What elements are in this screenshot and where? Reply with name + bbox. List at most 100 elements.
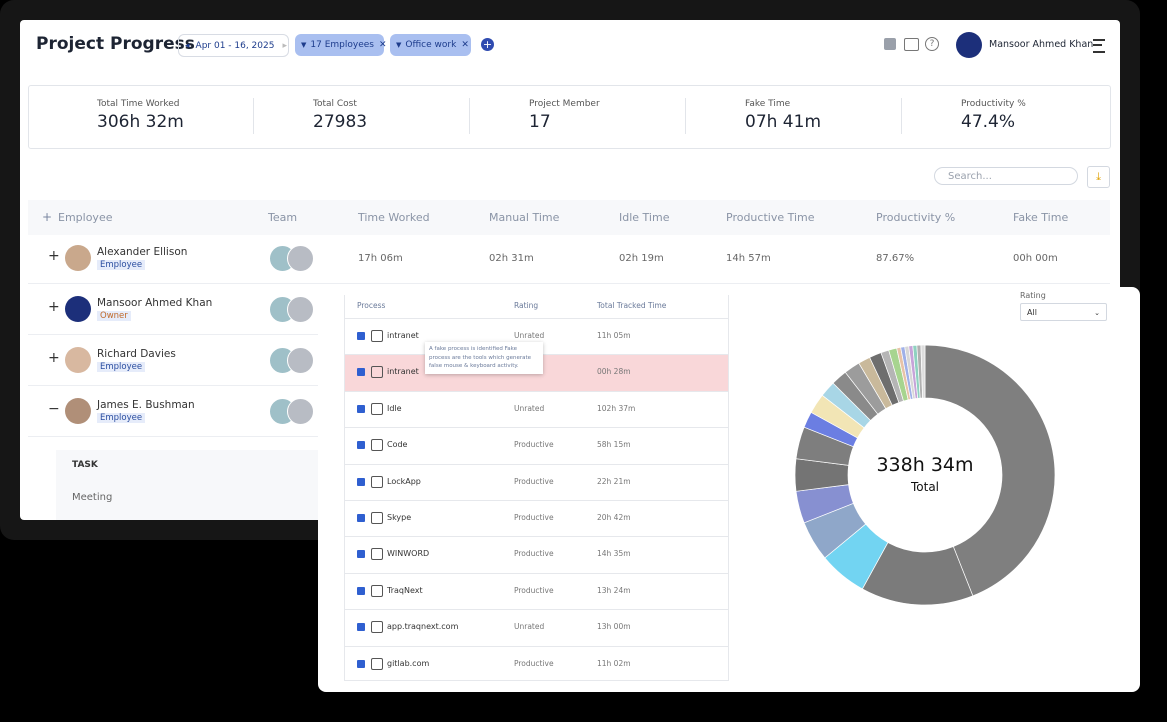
tracked-time: 11h 02m: [597, 658, 631, 668]
process-name: TraqNext: [387, 585, 423, 595]
task-header: TASK: [72, 460, 98, 470]
cell: 87.67%: [876, 253, 915, 264]
process-name: Idle: [387, 403, 402, 413]
rating-select[interactable]: All ⌄: [1020, 303, 1107, 321]
table-header: + Employee Team Time Worked Manual Time Idle …: [28, 200, 1110, 235]
rating-label: Rating: [1020, 291, 1046, 300]
checkbox[interactable]: [357, 659, 365, 668]
process-table: Process Rating Total Tracked Time intranet U…: [344, 295, 729, 681]
stat-value: 306h 32m: [97, 112, 184, 132]
rating: Productive: [514, 658, 554, 668]
stat-value: 47.4%: [961, 112, 1016, 132]
role-badge: Employee: [97, 260, 146, 270]
employee-avatar: [65, 296, 91, 322]
column-header: Idle Time: [619, 211, 670, 224]
process-panel: Process Rating Total Tracked Time intranet U…: [318, 287, 1140, 692]
donut-chart: 338h 34m Total: [794, 344, 1056, 606]
icon[interactable]: [884, 38, 896, 50]
search-box[interactable]: Search...: [934, 167, 1078, 185]
column-header: Rating: [514, 301, 539, 310]
role-badge: Employee: [97, 362, 146, 372]
process-row: [345, 645, 728, 683]
stat-label: Total Cost: [313, 99, 357, 109]
cell: 02h 31m: [489, 253, 534, 264]
checkbox[interactable]: [357, 514, 365, 522]
column-header: Total Tracked Time: [597, 301, 667, 310]
checkbox[interactable]: [357, 623, 365, 632]
expand-all[interactable]: +: [42, 210, 53, 224]
process-row: [345, 572, 728, 610]
filter-pill[interactable]: ▼ Office work ✕: [390, 34, 471, 56]
employee-avatar: [65, 398, 91, 424]
user-avatar[interactable]: [956, 32, 982, 58]
cell: 14h 57m: [726, 253, 771, 264]
stat-value: 07h 41m: [745, 112, 822, 132]
tracked-time: 13h 24m: [597, 585, 631, 595]
download-button[interactable]: ⤓: [1087, 166, 1110, 188]
checkbox[interactable]: [357, 404, 365, 413]
stat-value: 17: [529, 112, 551, 132]
divider: [469, 98, 470, 134]
stat-value: 27983: [313, 112, 368, 132]
process-icon: [371, 330, 383, 342]
column-header: Productive Time: [726, 211, 815, 224]
checkbox[interactable]: [357, 441, 365, 450]
summary-box: Total Time Worked 306h 32m Total Cost 27983…: [28, 85, 1111, 149]
checkbox[interactable]: [357, 550, 365, 559]
checkbox[interactable]: [357, 332, 365, 340]
checkbox[interactable]: [357, 368, 365, 377]
chat-icon[interactable]: [904, 38, 919, 51]
cell: 02h 19m: [619, 253, 664, 264]
tracked-time: 11h 05m: [597, 331, 631, 340]
divider: [253, 98, 254, 134]
process-name: gitlab.com: [387, 658, 430, 668]
employee-avatar: [65, 245, 91, 271]
rating: Productive: [514, 440, 554, 450]
checkbox[interactable]: [357, 477, 365, 486]
expand-toggle[interactable]: +: [48, 299, 60, 315]
menu-icon[interactable]: [1093, 39, 1105, 53]
team-avatar: [287, 296, 314, 323]
help-icon[interactable]: ?: [925, 37, 939, 51]
cell: 17h 06m: [358, 253, 403, 264]
date-range[interactable]: ◂ Apr 01 - 16, 2025 ▸: [178, 34, 289, 57]
rating: Productive: [514, 549, 554, 559]
donut-segment: [924, 344, 1056, 597]
column-header: Productivity %: [876, 211, 956, 224]
filter-text: Office work: [405, 40, 457, 50]
date-text: Apr 01 - 16, 2025: [195, 40, 275, 51]
process-row: [345, 500, 728, 537]
column-header: Time Worked: [358, 211, 430, 224]
process-name: intranet: [387, 367, 419, 377]
tracked-time: 00h 28m: [597, 367, 631, 377]
user-name: Mansoor Ahmed Khan: [989, 39, 1094, 50]
expand-toggle[interactable]: +: [48, 248, 60, 264]
process-icon: [371, 512, 383, 524]
add-filter[interactable]: +: [481, 38, 494, 51]
column-header: Process: [357, 301, 386, 310]
role-badge: Owner: [97, 311, 131, 321]
role-badge: Employee: [97, 413, 146, 423]
stat-label: Total Time Worked: [97, 99, 180, 109]
process-icon: [371, 475, 383, 488]
tracked-time: 14h 35m: [597, 549, 631, 559]
checkbox[interactable]: [357, 586, 365, 595]
process-name: intranet: [387, 331, 419, 340]
employee-name: Richard Davies: [97, 348, 176, 360]
donut-center-value: 338h 34m: [876, 454, 973, 476]
expand-toggle[interactable]: −: [48, 401, 60, 417]
tracked-time: 102h 37m: [597, 403, 636, 413]
filter-pill[interactable]: ▼ 17 Employees ✕: [295, 34, 387, 56]
donut-center-label: Total: [910, 480, 939, 494]
expand-toggle[interactable]: +: [48, 350, 60, 366]
page-title: Project Progress: [36, 34, 195, 54]
filter-text: 17 Employees: [310, 40, 374, 50]
team-avatar: [287, 347, 314, 374]
tracked-time: 20h 42m: [597, 513, 631, 522]
process-name: app.traqnext.com: [387, 622, 459, 632]
rating: Unrated: [514, 403, 545, 413]
column-header: Manual Time: [489, 211, 560, 224]
process-row: [345, 463, 728, 501]
process-icon: [371, 439, 383, 452]
